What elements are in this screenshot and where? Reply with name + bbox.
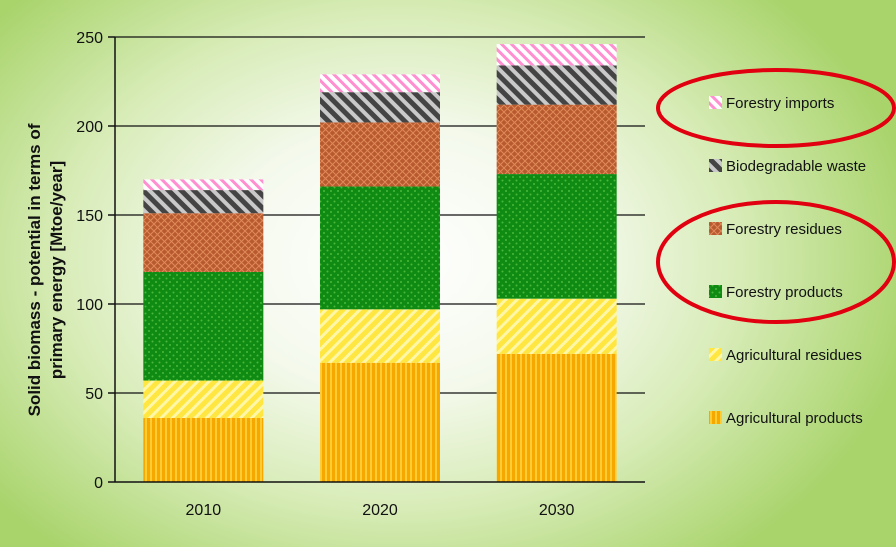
y-tick-100: 100 — [76, 297, 103, 314]
bar-2010-forestry-residues — [143, 213, 264, 272]
y-tick-50: 50 — [85, 386, 103, 403]
bar-2020-agricultural-residues — [320, 309, 440, 363]
legend-label-agricultural-products: Agricultural products — [726, 410, 863, 427]
bar-2010-forestry-products — [143, 271, 264, 381]
axes — [114, 37, 645, 483]
legend: Forestry imports Biodegradable waste Fores… — [709, 95, 866, 427]
bar-2020-forestry-residues — [320, 122, 440, 187]
bar-2020-agricultural-products — [320, 362, 440, 482]
bar-2010-agricultural-residues — [143, 380, 264, 418]
y-tick-0: 0 — [94, 475, 103, 492]
y-tick-150: 150 — [76, 208, 103, 225]
legend-swatch-forestry-residues — [709, 222, 722, 235]
legend-swatch-forestry-products — [709, 285, 722, 298]
bar-2020-biodegradable-waste — [320, 92, 440, 123]
legend-label-forestry-products: Forestry products — [726, 284, 843, 301]
x-tick-2010: 2010 — [186, 502, 222, 519]
legend-swatch-biodegradable-waste — [709, 159, 722, 172]
bar-2010-biodegradable-waste — [143, 190, 264, 214]
bar-2030-forestry-products — [496, 174, 617, 299]
legend-label-forestry-residues: Forestry residues — [726, 221, 842, 238]
legend-swatch-forestry-imports — [709, 96, 722, 109]
y-axis-title-line-2: primary energy [Mtoe/year] — [47, 161, 66, 379]
bar-2030-agricultural-residues — [496, 298, 617, 354]
legend-swatch-agricultural-products — [709, 411, 722, 424]
highlight-circle-forestry-imports — [656, 68, 896, 148]
y-axis-title-line-1: Solid biomass - potential in terms of — [25, 123, 44, 416]
x-tick-2030: 2030 — [539, 502, 575, 519]
bar-2030-agricultural-products — [496, 353, 617, 482]
bar-2030-forestry-imports — [496, 44, 617, 66]
x-tick-labels: 2010 2020 2030 — [186, 502, 575, 519]
bars — [143, 44, 617, 482]
legend-swatch-agricultural-residues — [709, 348, 722, 361]
bar-2020-forestry-products — [320, 186, 440, 310]
y-tick-250: 250 — [76, 30, 103, 47]
legend-label-forestry-imports: Forestry imports — [726, 95, 834, 112]
bar-2030-biodegradable-waste — [496, 65, 617, 105]
bar-2030-forestry-residues — [496, 104, 617, 175]
legend-label-agricultural-residues: Agricultural residues — [726, 347, 862, 364]
y-tick-labels: 0 50 100 150 200 250 — [76, 30, 115, 492]
bar-2020-forestry-imports — [320, 74, 440, 93]
y-tick-200: 200 — [76, 119, 103, 136]
x-tick-2020: 2020 — [362, 502, 398, 519]
bar-2010-forestry-imports — [143, 179, 264, 191]
legend-label-biodegradable-waste: Biodegradable waste — [726, 158, 866, 175]
bar-2010-agricultural-products — [143, 417, 264, 482]
highlight-circle-forestry-group — [656, 200, 896, 324]
